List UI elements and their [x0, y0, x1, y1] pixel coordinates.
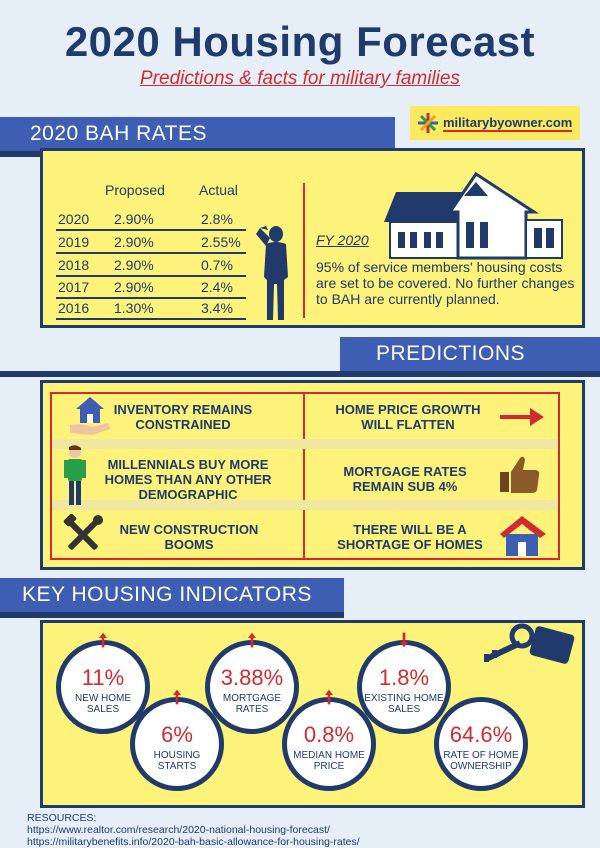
- predictions-center-divider: [303, 392, 305, 560]
- indicator-housing-starts: 6% HOUSING STARTS: [130, 689, 224, 791]
- prediction-millennials: MILLENNIALS BUY MORE HOMES THAN ANY OTHE…: [104, 456, 272, 502]
- bah-banner: 2020 BAH RATES: [0, 117, 395, 151]
- up-arrow-icon: [325, 689, 333, 705]
- predictions-row-separator: [52, 500, 558, 510]
- bah-divider: [303, 183, 305, 318]
- bah-year: 2018: [58, 257, 90, 273]
- prediction-construction: NEW CONSTRUCTION BOOMS: [119, 522, 259, 552]
- indicator-value: 3.88%: [220, 665, 284, 690]
- bah-actual: 2.8%: [201, 211, 233, 227]
- indicator-new-home-sales: 11% NEW HOME SALES: [56, 632, 150, 734]
- bah-year: 2019: [58, 234, 90, 250]
- bah-year: 2016: [58, 300, 90, 316]
- indicator-label: HOUSING STARTS: [153, 750, 201, 772]
- bah-proposed: 1.30%: [114, 300, 154, 316]
- indicator-value: 64.6%: [449, 722, 513, 747]
- indicator-value: 1.8%: [378, 665, 430, 690]
- right-arrow-icon: [500, 408, 544, 426]
- bah-actual: 2.55%: [201, 234, 241, 250]
- page-title: 2020 Housing Forecast: [64, 18, 536, 65]
- indicators-banner-label: KEY HOUSING INDICATORS: [22, 583, 312, 606]
- indicator-median-home-price: 0.8% MEDIAN HOME PRICE: [282, 689, 376, 791]
- fy-text: 95% of service members' housing costs ar…: [316, 259, 575, 307]
- bah-year: 2020: [58, 211, 90, 227]
- bah-proposed: 2.90%: [114, 234, 154, 250]
- house-icon: [500, 516, 546, 556]
- col-actual-header: Actual: [199, 182, 238, 198]
- star-logo-icon: [418, 113, 438, 133]
- indicator-label: RATE OF HOME OWNERSHIP: [443, 750, 519, 772]
- prediction-shortage: THERE WILL BE A SHORTAGE OF HOMES: [337, 522, 483, 552]
- resources-heading: RESOURCES:: [27, 812, 97, 824]
- bah-actual: 2.4%: [201, 279, 233, 295]
- bah-row: 2018 2.90% 0.7%: [56, 257, 246, 277]
- indicator-label: NEW HOME SALES: [74, 693, 132, 715]
- bah-row: 2017 2.90% 2.4%: [56, 279, 246, 299]
- indicator-value: 11%: [81, 665, 125, 690]
- bah-row: 2019 2.90% 2.55%: [56, 234, 246, 254]
- indicator-value: 6%: [161, 722, 193, 747]
- logo-text: militarybyowner.com: [443, 114, 573, 132]
- predictions-banner: PREDICTIONS: [340, 337, 600, 371]
- bah-actual: 3.4%: [201, 300, 233, 316]
- bah-proposed: 2.90%: [114, 211, 154, 227]
- prediction-price-growth: HOME PRICE GROWTH WILL FLATTEN: [335, 402, 481, 432]
- indicator-home-ownership: 64.6% RATE OF HOME OWNERSHIP: [434, 697, 528, 791]
- indicator-existing-home-sales: 1.8% EXISTING HOME SALES: [357, 632, 451, 734]
- resource-link[interactable]: https://militarybenefits.info/2020-bah-b…: [27, 836, 360, 848]
- bah-banner-label: 2020 BAH RATES: [30, 122, 208, 145]
- bah-proposed: 2.90%: [114, 279, 154, 295]
- down-arrow-icon: [400, 632, 408, 648]
- house-illustration-icon: [384, 172, 563, 260]
- saluting-soldier-icon: [256, 226, 288, 320]
- prediction-mortgage: MORTGAGE RATES REMAIN SUB 4%: [343, 464, 467, 494]
- bah-row: 2020 2.90% 2.8%: [56, 211, 246, 231]
- up-arrow-icon: [248, 632, 256, 648]
- predictions-row-separator: [52, 439, 558, 449]
- col-proposed-header: Proposed: [105, 182, 165, 198]
- thumbs-up-icon: [500, 456, 540, 493]
- indicators-banner-bar: [0, 612, 344, 618]
- bah-year: 2017: [58, 279, 90, 295]
- indicator-label: MEDIAN HOME PRICE: [293, 750, 365, 772]
- bah-actual: 0.7%: [201, 257, 233, 273]
- logo: militarybyowner.com: [410, 106, 580, 140]
- predictions-inner-frame: [50, 392, 560, 560]
- fy-label: FY 2020: [316, 232, 369, 248]
- indicator-label: EXISTING HOME SALES: [364, 693, 444, 715]
- page-subtitle: Predictions & facts for military familie…: [140, 68, 460, 89]
- keys-icon: [484, 623, 575, 664]
- house-in-hand-icon: [70, 397, 110, 435]
- predictions-banner-label: PREDICTIONS: [376, 342, 526, 365]
- indicator-label: MORTGAGE RATES: [222, 693, 282, 715]
- indicator-value: 0.8%: [303, 722, 355, 747]
- indicators-banner: KEY HOUSING INDICATORS: [0, 578, 344, 612]
- resource-link[interactable]: https://www.realtor.com/research/2020-na…: [27, 824, 330, 836]
- millennial-person-icon: [64, 445, 86, 505]
- prediction-inventory: INVENTORY REMAINS CONSTRAINED: [113, 402, 253, 432]
- up-arrow-icon: [99, 632, 107, 648]
- bah-proposed: 2.90%: [114, 257, 154, 273]
- tools-icon: [63, 514, 103, 550]
- predictions-banner-bar: [0, 371, 600, 377]
- resources: RESOURCES: https://www.realtor.com/resea…: [27, 812, 360, 848]
- up-arrow-icon: [173, 689, 181, 705]
- indicator-mortgage-rates: 3.88% MORTGAGE RATES: [205, 632, 299, 734]
- bah-row: 2016 1.30% 3.4%: [56, 300, 246, 320]
